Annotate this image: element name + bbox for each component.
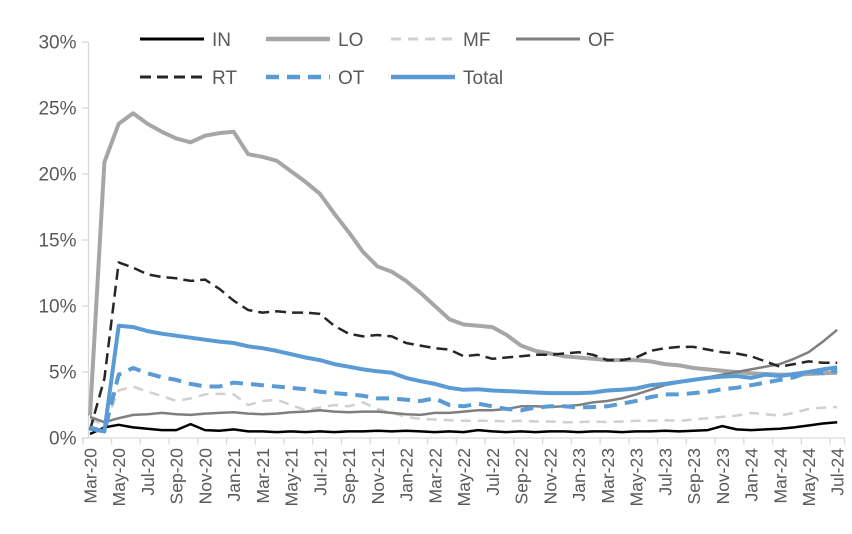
- x-axis-label: May-24: [799, 448, 819, 507]
- legend-label-ot: OT: [338, 68, 365, 89]
- legend-label-in: IN: [212, 30, 231, 51]
- x-axis-label: Mar-21: [253, 448, 273, 503]
- legend-label-lo: LO: [338, 30, 363, 51]
- x-axis-label: Jan-22: [397, 448, 417, 502]
- x-axis-label: May-21: [282, 448, 302, 506]
- x-axis-label: Jul-24: [828, 448, 848, 496]
- x-axis-label: Jan-21: [224, 448, 244, 502]
- x-axis-label: Jul-21: [310, 448, 330, 496]
- x-axis-label: Mar-23: [598, 448, 618, 503]
- legend-item-ot: OT: [266, 68, 365, 89]
- x-axis-label: May-20: [109, 448, 129, 507]
- legend-item-total: Total: [391, 68, 503, 89]
- legend-item-rt: RT: [140, 68, 237, 89]
- series-line-lo: [88, 111, 838, 416]
- legend-item-lo: LO: [266, 30, 363, 51]
- x-axis-label: Jul-23: [655, 448, 675, 496]
- legend-item-mf: MF: [391, 30, 490, 51]
- x-axis-label: May-22: [454, 448, 474, 506]
- x-axis-label: Nov-21: [368, 448, 388, 504]
- legend-item-of: OF: [516, 30, 614, 51]
- x-axis-label: Nov-23: [713, 448, 733, 504]
- x-axis-label: Jan-24: [742, 448, 762, 502]
- legend-item-in: IN: [140, 30, 231, 51]
- y-axis-label: 10%: [38, 297, 76, 318]
- series-line-mf: [89, 385, 838, 427]
- legend-label-rt: RT: [212, 68, 237, 89]
- series-line-ot: [89, 366, 838, 434]
- x-axis-label: Sep-22: [512, 448, 532, 504]
- x-axis-label: Sep-20: [167, 448, 187, 505]
- x-axis-label: Jan-23: [569, 448, 589, 502]
- series-line-in: [89, 420, 838, 436]
- y-axis-label: 25%: [38, 99, 76, 120]
- y-axis-label: 20%: [38, 165, 76, 186]
- x-axis-label: Jul-20: [138, 448, 158, 496]
- y-axis-label: 0%: [49, 429, 77, 450]
- x-axis-label: Nov-20: [195, 448, 215, 505]
- x-axis-label: Jul-22: [483, 448, 503, 496]
- y-axis-label: 5%: [49, 363, 77, 384]
- x-axis-label: May-23: [627, 448, 647, 506]
- x-axis-label: Mar-20: [81, 448, 101, 504]
- x-axis-label: Mar-22: [425, 448, 445, 503]
- x-axis-label: Sep-23: [684, 448, 704, 504]
- y-axis-label: 15%: [38, 231, 76, 252]
- x-axis-label: Sep-21: [339, 448, 359, 504]
- series-line-rt: [88, 261, 838, 431]
- legend-label-of: OF: [588, 30, 614, 51]
- legend-label-total: Total: [463, 68, 503, 89]
- x-axis-label: Nov-22: [540, 448, 560, 504]
- x-axis-label: Mar-24: [770, 448, 790, 504]
- y-axis-label: 30%: [38, 33, 76, 54]
- series-line-total: [89, 323, 838, 434]
- legend-label-mf: MF: [463, 30, 490, 51]
